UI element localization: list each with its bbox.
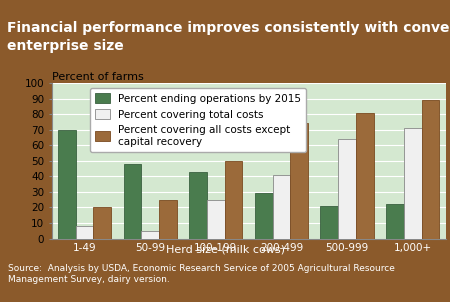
Bar: [58, 130, 76, 239]
Bar: [76, 226, 94, 239]
Bar: [189, 172, 207, 239]
Bar: [225, 161, 243, 239]
Bar: [404, 128, 422, 239]
Bar: [207, 200, 225, 239]
Bar: [290, 124, 308, 239]
Bar: [356, 113, 373, 239]
Bar: [94, 207, 111, 239]
Bar: [273, 175, 290, 239]
Text: Percent of farms: Percent of farms: [52, 72, 144, 82]
Bar: [320, 206, 338, 239]
Bar: [141, 231, 159, 239]
Bar: [338, 139, 356, 239]
Bar: [422, 100, 439, 239]
Bar: [159, 200, 177, 239]
Text: Financial performance improves consistently with conventional dairy
enterprise s: Financial performance improves consisten…: [7, 21, 450, 53]
Text: Herd size (milk cows): Herd size (milk cows): [166, 244, 284, 254]
Text: Source:  Analysis by USDA, Economic Research Service of 2005 Agricultural Resour: Source: Analysis by USDA, Economic Resea…: [8, 264, 395, 284]
Bar: [386, 204, 404, 239]
Bar: [255, 194, 273, 239]
Legend: Percent ending operations by 2015, Percent covering total costs, Percent coverin: Percent ending operations by 2015, Perce…: [90, 88, 306, 152]
Bar: [124, 164, 141, 239]
